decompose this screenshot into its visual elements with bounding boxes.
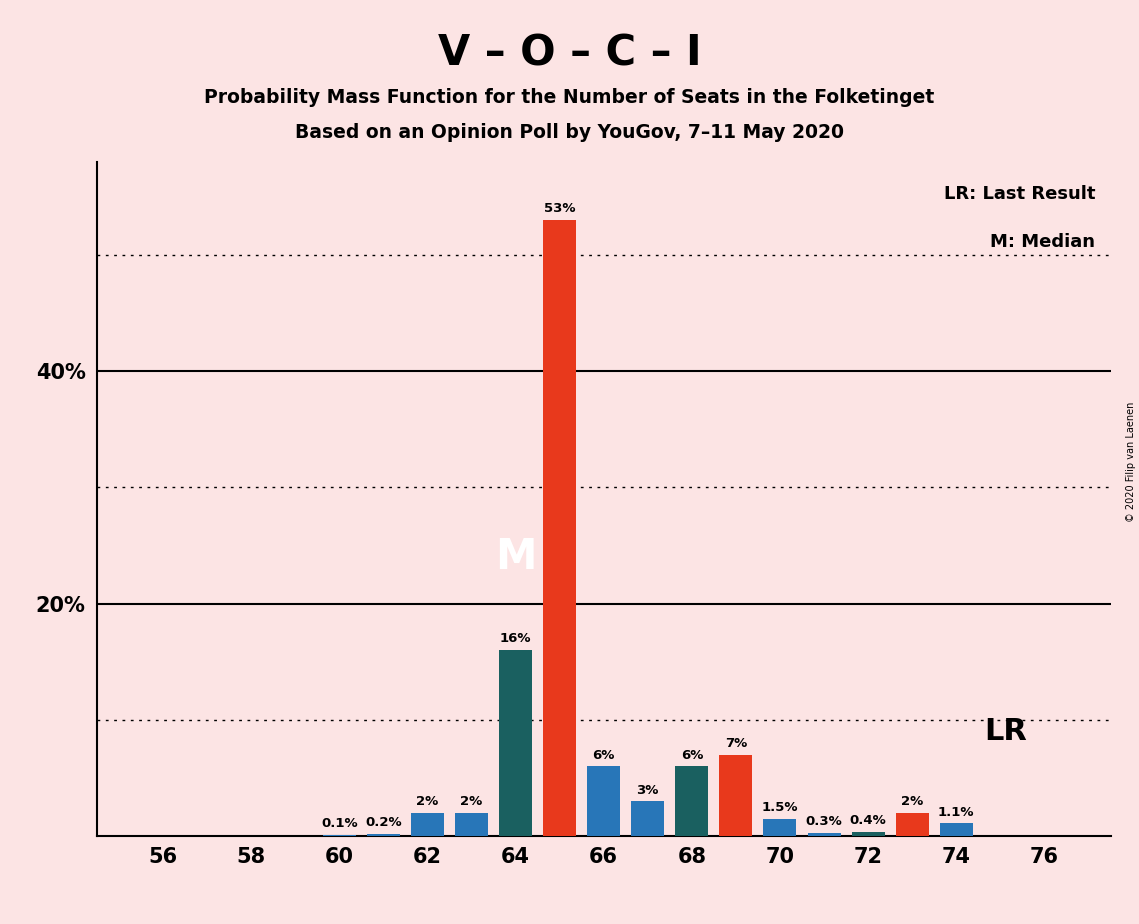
Bar (720, 755, 753, 836)
Bar (367, 833, 400, 836)
Text: V – O – C – I: V – O – C – I (437, 32, 702, 74)
Text: 0.2%: 0.2% (364, 816, 402, 829)
Text: 1.5%: 1.5% (762, 801, 798, 814)
Text: 0.1%: 0.1% (321, 818, 358, 831)
Text: 16%: 16% (500, 633, 531, 646)
Text: 0.3%: 0.3% (805, 815, 843, 828)
Text: 2%: 2% (901, 796, 924, 808)
Text: LR: LR (984, 717, 1026, 747)
Text: Probability Mass Function for the Number of Seats in the Folketinget: Probability Mass Function for the Number… (204, 88, 935, 107)
Text: LR: Last Result: LR: Last Result (944, 186, 1096, 203)
Bar (587, 766, 621, 836)
Bar (808, 833, 841, 836)
Bar (675, 766, 708, 836)
Text: 53%: 53% (543, 202, 575, 215)
Bar (411, 813, 444, 836)
Bar (852, 832, 885, 836)
Bar (454, 813, 487, 836)
Bar (631, 801, 664, 836)
Bar (895, 813, 928, 836)
Bar (763, 819, 796, 836)
Text: 0.4%: 0.4% (850, 814, 886, 827)
Text: Based on an Opinion Poll by YouGov, 7–11 May 2020: Based on an Opinion Poll by YouGov, 7–11… (295, 123, 844, 142)
Text: 7%: 7% (724, 737, 747, 750)
Bar (499, 650, 532, 836)
Bar (543, 220, 576, 836)
Bar (940, 823, 973, 836)
Text: 2%: 2% (416, 796, 439, 808)
Text: © 2020 Filip van Laenen: © 2020 Filip van Laenen (1126, 402, 1136, 522)
Text: 1.1%: 1.1% (939, 806, 975, 819)
Text: 6%: 6% (592, 748, 615, 761)
Text: 3%: 3% (637, 784, 659, 796)
Text: 6%: 6% (681, 748, 703, 761)
Text: 2%: 2% (460, 796, 483, 808)
Bar (322, 835, 355, 836)
Text: M: Median: M: Median (990, 233, 1096, 250)
Text: M: M (494, 536, 536, 578)
